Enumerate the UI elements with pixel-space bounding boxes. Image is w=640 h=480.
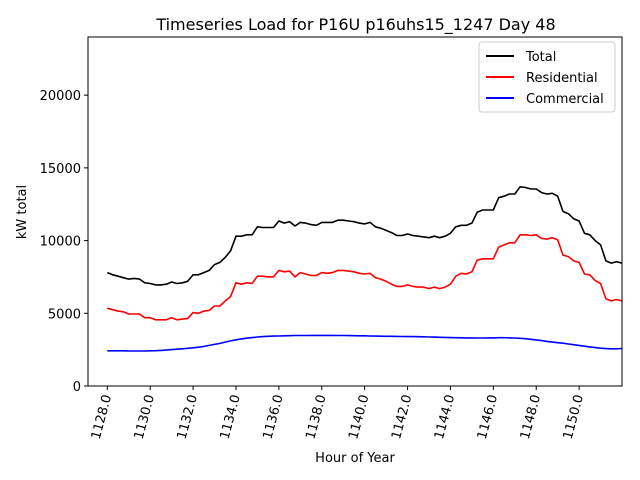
y-tick-label: 5000 bbox=[48, 307, 81, 322]
y-axis-label: kW total bbox=[15, 185, 30, 239]
series-layer bbox=[106, 186, 623, 352]
y-tick-label: 20000 bbox=[40, 89, 81, 104]
legend-label-commercial: Commercial bbox=[526, 92, 604, 107]
plot-frame bbox=[87, 36, 623, 387]
legend: Total Residential Commercial bbox=[478, 41, 616, 113]
y-axis: 0 5000 10000 15000 20000 bbox=[40, 89, 88, 395]
legend-label-total: Total bbox=[525, 50, 556, 65]
series-line-commercial bbox=[107, 334, 623, 352]
x-axis-label: Hour of Year bbox=[315, 451, 395, 466]
legend-label-residential: Residential bbox=[526, 71, 598, 86]
y-tick-label: 0 bbox=[73, 380, 81, 395]
y-tick-label: 15000 bbox=[40, 162, 81, 177]
legend-box bbox=[478, 41, 616, 113]
series-line-residential bbox=[107, 234, 623, 321]
y-tick-label: 10000 bbox=[40, 235, 81, 250]
chart-title: Timeseries Load for P16U p16uhs15_1247 D… bbox=[155, 15, 555, 35]
series-line-total bbox=[106, 186, 623, 286]
